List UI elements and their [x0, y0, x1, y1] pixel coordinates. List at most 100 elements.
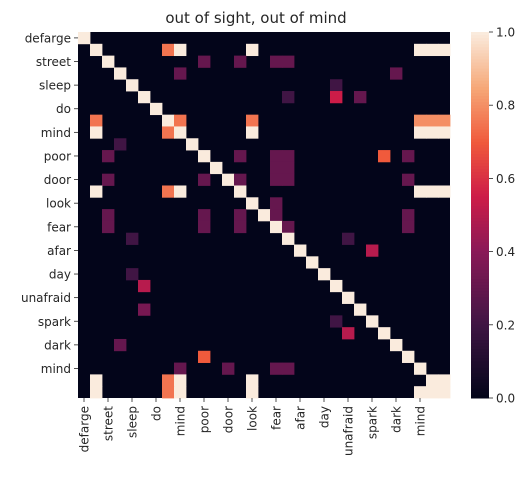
heatmap-cell	[234, 220, 247, 234]
heatmap-cell	[354, 91, 367, 104]
colorbar-band	[471, 62, 489, 67]
colorbar-band	[471, 160, 489, 164]
y-tick-label: sleep	[39, 79, 71, 93]
colorbar-band	[471, 376, 489, 381]
colorbar-band	[471, 379, 489, 384]
heatmap-cell	[246, 43, 259, 57]
heatmap-cell	[282, 55, 295, 68]
heatmap-cell	[174, 43, 187, 57]
colorbar-band	[471, 321, 489, 326]
heatmap-cell	[126, 79, 139, 92]
colorbar-band	[471, 221, 489, 225]
heatmap-cell	[138, 279, 151, 293]
x-tick-label: day	[318, 406, 332, 428]
colorbar-band	[471, 215, 489, 219]
y-tick-label: unafraid	[21, 291, 71, 305]
x-tick-label: spark	[366, 406, 380, 439]
x-tick-label: dark	[390, 406, 404, 433]
colorbar-band	[471, 172, 489, 176]
heatmap-cell	[426, 114, 439, 127]
heatmap-cell	[438, 43, 451, 57]
heatmap-cell	[270, 150, 283, 163]
colorbar-band	[471, 126, 489, 131]
colorbar-band	[471, 96, 489, 100]
y-tick-label: mind	[41, 126, 71, 140]
x-tick-label: door	[222, 406, 236, 433]
heatmap-cell	[282, 362, 295, 375]
heatmap-cell	[102, 55, 115, 68]
colorbar-band	[471, 349, 489, 353]
y-tick-label: fear	[47, 220, 71, 234]
colorbar-band	[471, 361, 489, 365]
colorbar-band	[471, 309, 489, 314]
heatmap-cell	[318, 268, 331, 281]
y-tick-label: door	[44, 173, 71, 187]
heatmap-cell	[426, 126, 439, 139]
heatmap-cell	[234, 150, 247, 163]
y-tick-label: afar	[47, 244, 71, 258]
colorbar-band	[471, 141, 489, 146]
heatmap-cell	[90, 185, 103, 198]
heatmap-cell	[162, 185, 175, 198]
colorbar-band	[471, 382, 489, 387]
colorbar-band	[471, 340, 489, 344]
colorbar-band	[471, 86, 489, 91]
heatmap-cell	[222, 362, 235, 375]
heatmap-cell	[414, 185, 427, 198]
heatmap-cell	[330, 79, 343, 92]
chart-title: out of sight, out of mind	[165, 9, 346, 27]
colorbar-band	[471, 230, 489, 234]
heatmap-cell	[234, 55, 247, 68]
colorbar-band	[471, 254, 489, 259]
heatmap-cell	[102, 173, 115, 186]
colorbar-band	[471, 157, 489, 161]
heatmap-cell	[294, 244, 307, 257]
heatmap-cell	[162, 374, 175, 387]
heatmap-cell	[282, 220, 295, 234]
colorbar-band	[471, 154, 489, 158]
colorbar-band	[471, 260, 489, 265]
heatmap-cell	[402, 209, 415, 222]
colorbar-tick-label: 0.6	[496, 172, 515, 186]
heatmap-cell	[90, 43, 103, 57]
y-tick-label: spark	[38, 315, 71, 329]
colorbar-band	[471, 239, 489, 243]
colorbar-band	[471, 391, 489, 396]
colorbar-band	[471, 187, 489, 192]
colorbar-band	[471, 35, 489, 39]
colorbar-band	[471, 233, 489, 237]
heatmap-cell	[282, 161, 295, 175]
heatmap-cell	[102, 150, 115, 163]
colorbar-band	[471, 279, 489, 283]
colorbar-band	[471, 114, 489, 118]
heatmap-cell	[198, 209, 211, 222]
x-tick-label: sleep	[126, 406, 140, 438]
heatmap-cell	[102, 209, 115, 222]
colorbar-tick-label: 0.4	[496, 245, 515, 259]
y-tick-label: day	[49, 268, 71, 282]
heatmap-cell	[270, 197, 283, 210]
heatmap-cell	[354, 303, 367, 316]
colorbar-band	[471, 388, 489, 393]
colorbar-band	[471, 175, 489, 179]
colorbar-band	[471, 358, 489, 362]
heatmap-cell	[282, 150, 295, 163]
heatmap-cell	[162, 126, 175, 139]
colorbar-band	[471, 367, 489, 372]
heatmap-cell	[174, 362, 187, 375]
colorbar-band	[471, 337, 489, 341]
heatmap-cell	[426, 185, 439, 198]
colorbar-band	[471, 71, 489, 76]
colorbar-band	[471, 163, 489, 167]
colorbar-band	[471, 303, 489, 307]
heatmap-cell	[90, 374, 103, 387]
colorbar-band	[471, 150, 489, 155]
heatmap-cell	[246, 114, 259, 127]
colorbar-band	[471, 291, 489, 295]
heatmap-cell	[102, 220, 115, 234]
heatmap-cell	[342, 291, 355, 304]
heatmap-cell	[198, 350, 211, 363]
heatmap-cell	[342, 327, 355, 340]
colorbar-band	[471, 169, 489, 173]
